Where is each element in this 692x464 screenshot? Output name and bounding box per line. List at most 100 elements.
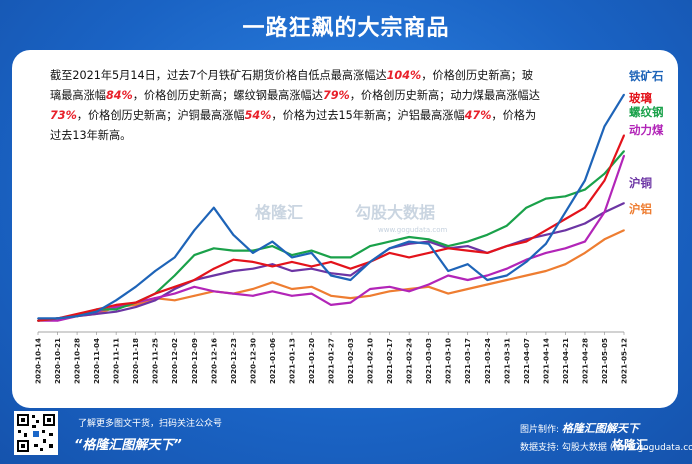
data-point: [212, 247, 215, 250]
data-point: [154, 297, 157, 299]
description-segment: ，价格创历史新高；沪铜最高涨幅: [76, 109, 245, 122]
data-point: [447, 270, 450, 272]
data-point: [173, 299, 176, 302]
data-point: [330, 261, 332, 263]
data-point: [603, 211, 606, 214]
data-point: [310, 249, 313, 252]
data-point: [95, 313, 98, 315]
data-point: [56, 319, 59, 322]
data-point: [56, 317, 59, 320]
data-point: [330, 274, 332, 277]
x-tick-label: 2021-04-28: [580, 338, 589, 384]
data-point: [349, 274, 352, 277]
page-title: 一路狂飙的大宗商品: [242, 16, 450, 41]
data-point: [427, 251, 430, 254]
data-point: [37, 317, 39, 320]
x-tick-label: 2021-02-10: [366, 338, 375, 384]
description-segment: ，价格创历史新高；动力煤最高涨幅达: [349, 89, 540, 102]
highlight-percent: 54%: [244, 109, 272, 122]
data-point: [232, 233, 235, 236]
data-point: [154, 299, 157, 302]
data-point: [291, 270, 293, 272]
x-tick-label: 2021-03-24: [483, 338, 492, 384]
data-point: [173, 274, 176, 277]
brand-watermark: 格隆汇: [612, 438, 649, 452]
data-point: [447, 247, 450, 250]
highlight-percent: 47%: [464, 109, 492, 122]
data-point: [544, 197, 547, 200]
data-point: [486, 279, 489, 281]
data-point: [427, 240, 430, 243]
qr-code[interactable]: [14, 411, 58, 455]
data-point: [115, 310, 118, 313]
x-tick-label: 2021-05-05: [600, 338, 609, 384]
legend-label: 螺纹钢: [629, 105, 664, 119]
data-point: [369, 261, 371, 263]
data-point: [115, 303, 118, 306]
data-point: [564, 195, 567, 198]
data-point: [154, 270, 157, 272]
x-tick-label: 2021-03-31: [502, 338, 511, 384]
highlight-percent: 79%: [322, 89, 350, 102]
credit-label: 图片制作:: [520, 425, 560, 435]
data-point: [584, 179, 586, 182]
data-point: [544, 242, 547, 245]
data-point: [310, 292, 313, 295]
data-point: [603, 125, 606, 128]
data-point: [466, 249, 469, 252]
description-segment: ，价格创历史新高；玻璃最高涨幅: [50, 69, 534, 102]
x-tick-label: 2021-02-03: [346, 338, 355, 384]
x-tick-label: 2021-01-13: [287, 338, 296, 384]
data-point: [427, 285, 430, 288]
data-point: [193, 254, 196, 257]
data-point: [486, 251, 489, 254]
watermark-text: 格隆汇: [255, 203, 303, 222]
data-point: [369, 245, 371, 247]
x-tick-label: 2020-11-18: [131, 338, 140, 384]
description-segment: ，价格创历史新高；螺纹钢最高涨幅达: [132, 89, 323, 102]
data-point: [271, 290, 274, 293]
x-tick-label: 2020-11-25: [151, 338, 160, 384]
data-point: [369, 288, 371, 290]
data-point: [173, 256, 176, 259]
data-point: [584, 251, 586, 254]
data-point: [271, 281, 274, 284]
data-point: [271, 245, 274, 247]
x-tick-label: 2021-05-12: [620, 338, 629, 384]
data-point: [486, 233, 489, 236]
x-tick-label: 2020-12-16: [209, 338, 218, 384]
data-point: [447, 274, 450, 277]
data-point: [564, 247, 567, 250]
data-point: [388, 285, 391, 288]
data-point: [271, 240, 274, 243]
data-point: [193, 279, 196, 281]
legend-label: 铁矿石: [629, 69, 664, 83]
data-point: [115, 306, 118, 309]
data-point: [388, 290, 391, 293]
data-point: [95, 308, 98, 311]
data-point: [408, 236, 411, 238]
description-text: 截至2021年5月14日，过去7个月铁矿石期货价格自低点最高涨幅达104%，价格…: [50, 66, 540, 146]
data-point: [193, 285, 196, 288]
data-point: [603, 179, 606, 182]
description-segment: ，价格为过去13年新高。: [50, 109, 537, 142]
data-point: [271, 263, 274, 266]
description-segment: 截至2021年5月14日，过去7个月铁矿石期货价格自低点最高涨幅达: [50, 69, 387, 82]
data-point: [232, 249, 235, 252]
data-point: [349, 301, 352, 304]
credit-line: 图片制作: 格隆汇图解天下: [520, 420, 639, 436]
data-point: [584, 206, 586, 209]
legend-label: 玻璃: [629, 91, 652, 105]
x-tick-label: 2020-12-30: [248, 338, 257, 384]
description-segment: ，价格为过去15年新高；沪铝最高涨幅: [271, 109, 465, 122]
credit-value: 格隆汇图解天下: [561, 422, 639, 435]
data-point: [544, 270, 547, 272]
data-point: [466, 245, 469, 247]
data-point: [466, 263, 469, 266]
x-tick-label: 2021-04-14: [541, 338, 550, 384]
data-point: [525, 274, 528, 277]
data-point: [115, 299, 118, 302]
data-point: [212, 290, 215, 293]
data-point: [134, 285, 137, 288]
x-tick-label: 2021-04-21: [561, 338, 570, 384]
